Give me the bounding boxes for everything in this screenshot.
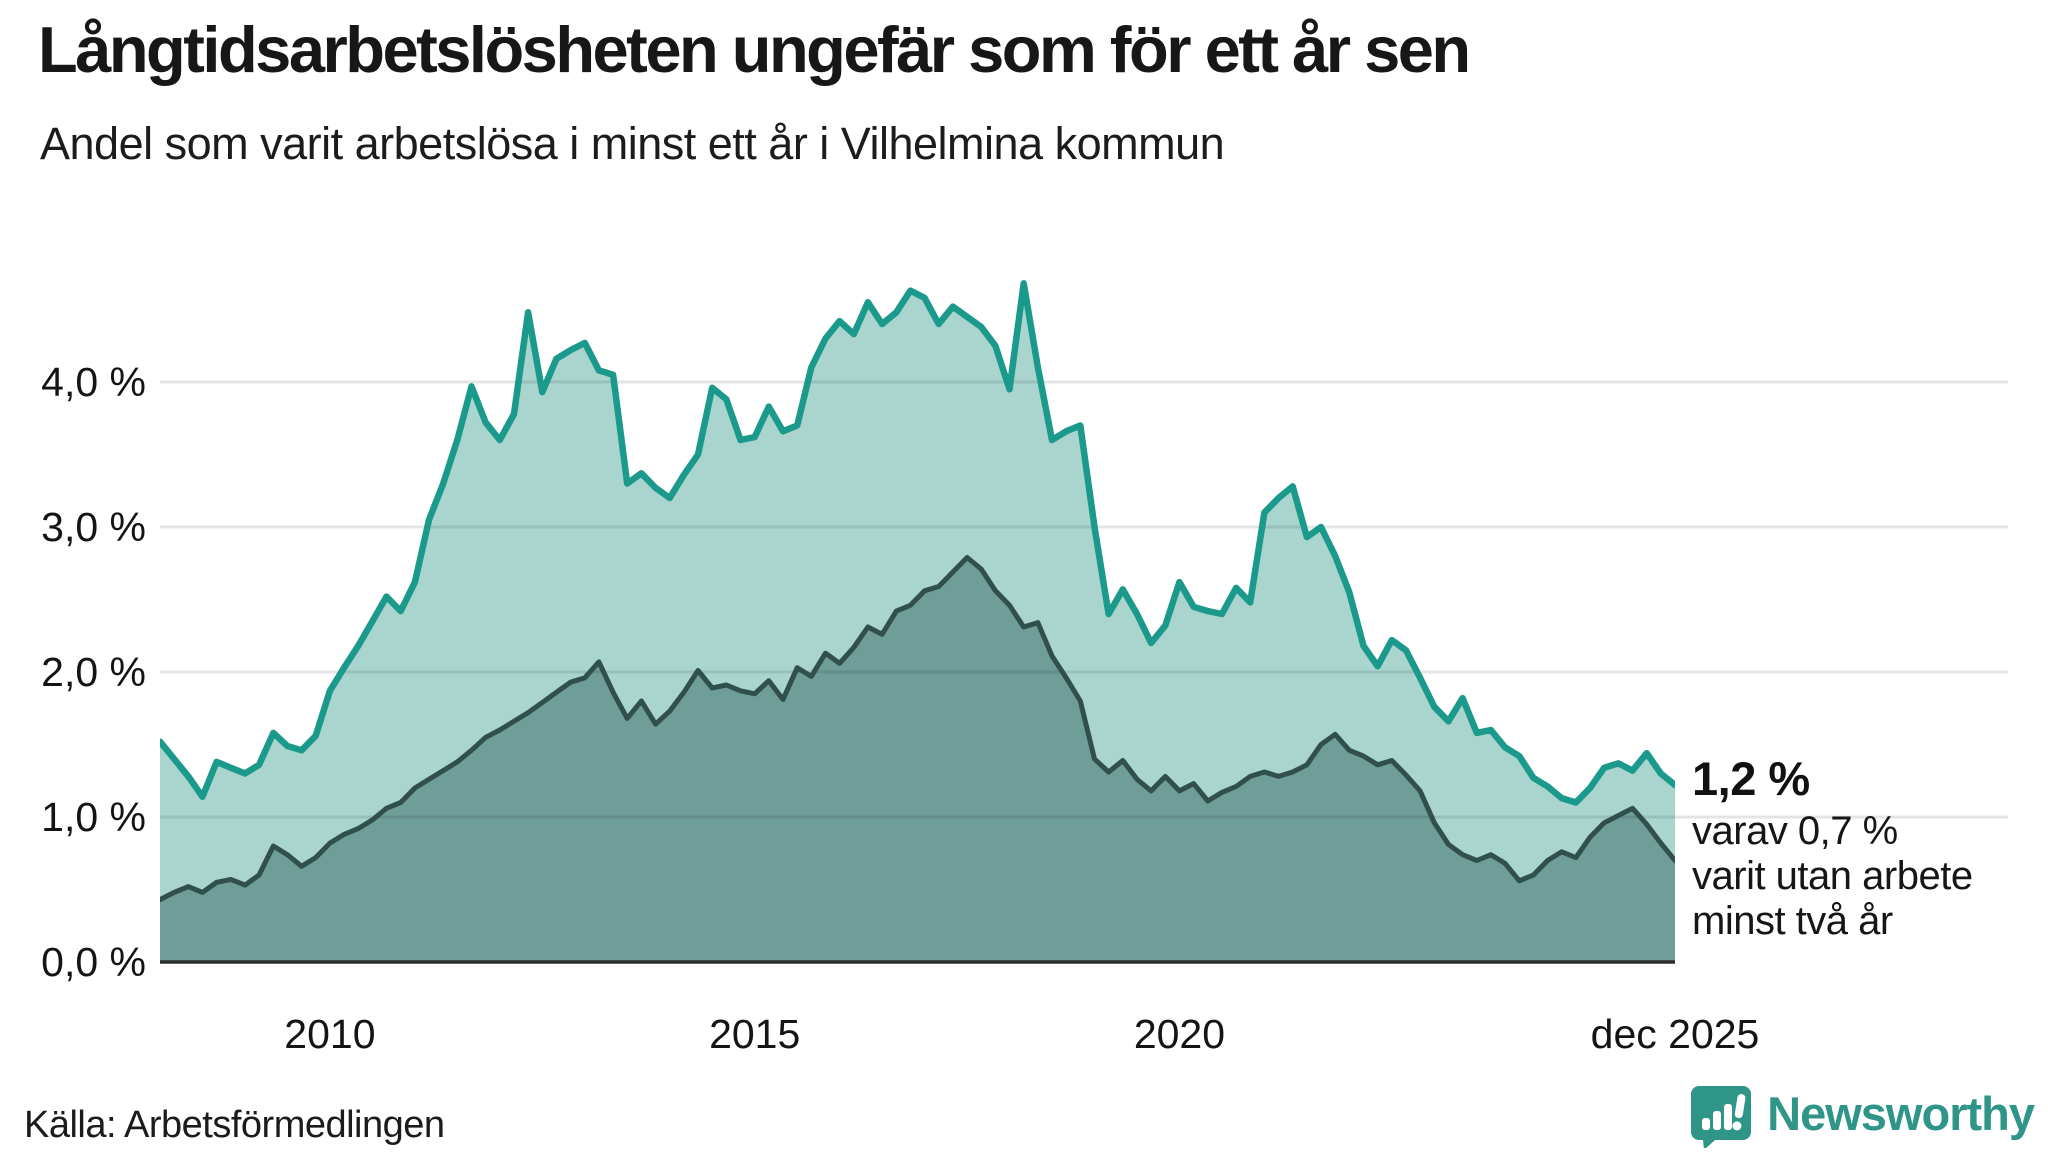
end-value-callout: 1,2 % varav 0,7 % varit utan arbete mins… <box>1692 752 2022 945</box>
chart-title: Långtidsarbetslösheten ungefär som för e… <box>38 13 1471 86</box>
chart-subtitle: Andel som varit arbetslösa i minst ett å… <box>40 118 1225 169</box>
y-tick-label-0: 0,0 % <box>41 939 146 985</box>
callout-line-3: minst två år <box>1692 899 1893 944</box>
y-tick-label-3: 3,0 % <box>41 504 146 550</box>
line-total <box>160 280 1675 806</box>
logo-wordmark: Newsworthy <box>1767 1086 2035 1140</box>
end-value-label: 1,2 % <box>1692 752 1810 805</box>
newsworthy-logo: Newsworthy <box>1689 1078 2035 1148</box>
y-tick-label-2: 2,0 % <box>41 649 146 695</box>
logo-speech-bubble-icon <box>1691 1086 1752 1148</box>
line-two-years <box>160 555 1675 903</box>
callout-line-2: varit utan arbete <box>1692 854 1973 899</box>
x-tick-label-0: 2010 <box>284 1011 375 1057</box>
callout-line-1: varav 0,7 % <box>1692 809 1898 854</box>
x-tick-label-1: 2015 <box>709 1011 800 1057</box>
x-tick-label-2: 2020 <box>1134 1011 1225 1057</box>
y-tick-label-1: 1,0 % <box>41 794 146 840</box>
x-tick-label-3: dec 2025 <box>1591 1011 1760 1057</box>
source-note: Källa: Arbetsförmedlingen <box>24 1104 445 1146</box>
area-fill-two-years <box>160 557 1675 962</box>
y-tick-label-4: 4,0 % <box>41 359 146 405</box>
